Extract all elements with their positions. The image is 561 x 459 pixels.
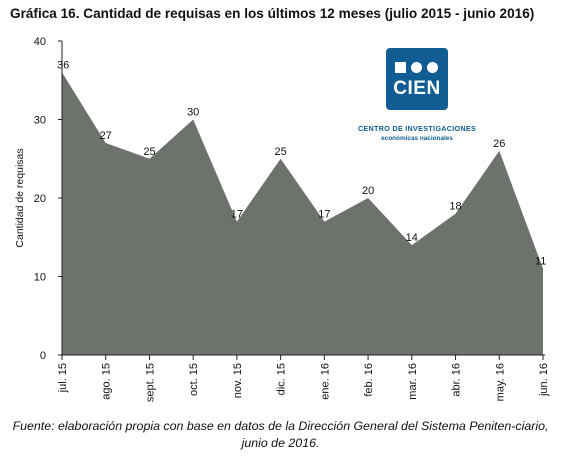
x-tick-label: ago. 15 xyxy=(101,363,113,400)
source-note: Fuente: elaboración propia con base en d… xyxy=(12,419,549,450)
data-label: 30 xyxy=(187,107,199,119)
logo-circle-shape xyxy=(427,62,438,73)
data-label: 14 xyxy=(406,232,418,244)
logo-square-shape xyxy=(395,62,406,73)
x-tick-label: may. 16 xyxy=(494,363,506,401)
x-tick-layer: jul. 15 ago. 15 sept. 15 oct. 15 nov. 15 dic.… xyxy=(57,355,550,402)
data-label: 18 xyxy=(449,201,461,213)
x-tick-label: abr. 16 xyxy=(451,363,463,397)
x-tick-label: feb. 16 xyxy=(363,363,375,397)
data-label: 27 xyxy=(100,130,112,142)
x-tick-label: sept. 15 xyxy=(145,363,157,402)
x-tick-label: jul. 15 xyxy=(57,363,69,393)
y-tick-label: 40 xyxy=(34,36,46,48)
y-tick-label: 0 xyxy=(40,350,46,362)
chart-title: Gráfica 16. Cantidad de requisas en los … xyxy=(10,6,535,21)
data-label-layer: 36 27 25 30 17 25 17 20 14 18 26 11 xyxy=(57,59,546,267)
area-series xyxy=(62,72,543,356)
data-label: 11 xyxy=(535,256,546,268)
data-label: 36 xyxy=(57,59,69,71)
logo-name: CIEN xyxy=(393,78,441,99)
org-name-line2: económicas nacionales xyxy=(381,135,453,142)
y-tick-label: 30 xyxy=(34,115,46,127)
x-tick-label: nov. 15 xyxy=(232,363,244,398)
x-tick-label: jun. 16 xyxy=(538,363,550,397)
y-tick-layer: 0 10 20 30 40 xyxy=(34,36,62,362)
data-label: 25 xyxy=(143,146,155,158)
x-tick-label: mar. 16 xyxy=(407,363,419,400)
x-tick-label: oct. 15 xyxy=(188,363,200,396)
logo-circle-shape xyxy=(411,62,422,73)
data-label: 26 xyxy=(493,138,505,150)
x-tick-label: ene. 16 xyxy=(319,363,331,400)
data-label: 20 xyxy=(362,185,374,197)
area-layer xyxy=(62,72,543,356)
y-tick-label: 10 xyxy=(34,272,46,284)
x-tick-label: dic. 15 xyxy=(276,363,288,395)
cien-logo: CIEN xyxy=(386,48,448,110)
y-axis-label: Cantidad de requisas xyxy=(14,148,26,247)
data-label: 17 xyxy=(318,209,330,221)
y-tick-label: 20 xyxy=(34,193,46,205)
org-name-line1: CENTRO DE INVESTIGACIONES xyxy=(357,124,477,133)
data-label: 17 xyxy=(231,209,243,221)
data-label: 25 xyxy=(274,146,286,158)
